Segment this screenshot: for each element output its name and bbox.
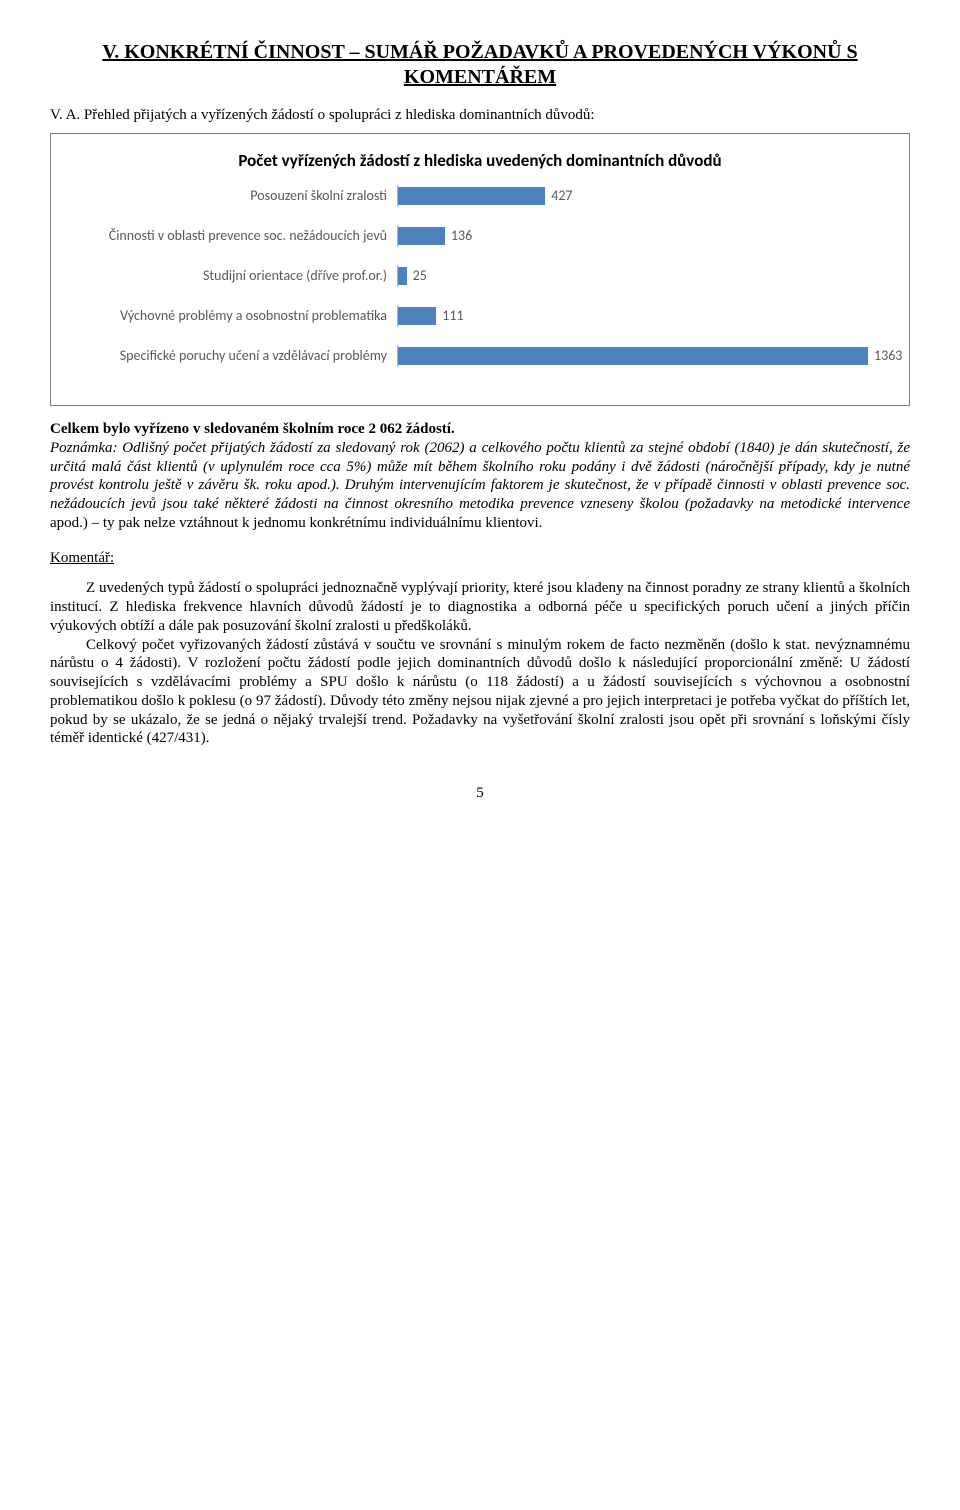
komentar-para-2: Celkový počet vyřizovaných žádostí zůstá… — [50, 636, 910, 749]
page-title: V. KONKRÉTNÍ ČINNOST – SUMÁŘ POŽADAVKŮ A… — [50, 40, 910, 90]
chart-bar-area: 427 — [397, 185, 893, 207]
chart-category-label: Studijní orientace (dříve prof.or.) — [67, 267, 397, 285]
chart-value-label: 25 — [413, 267, 427, 285]
summary-note-italic: Poznámka: Odlišný počet přijatých žádost… — [50, 440, 910, 512]
chart-category-label: Posouzení školní zralosti — [67, 187, 397, 205]
chart-category-label: Činnosti v oblasti prevence soc. nežádou… — [67, 227, 397, 245]
komentar-para-1: Z uvedených typů žádostí o spolupráci je… — [50, 579, 910, 635]
chart-value-label: 1363 — [874, 347, 902, 365]
chart-bar — [398, 187, 545, 205]
chart-bar-area: 136 — [397, 225, 893, 247]
chart-category-label: Výchovné problémy a osobnostní problemat… — [67, 307, 397, 325]
chart-row: Výchovné problémy a osobnostní problemat… — [67, 305, 893, 327]
chart-bar — [398, 267, 407, 285]
chart-bar-area: 1363 — [397, 345, 893, 367]
chart-bar — [398, 227, 445, 245]
chart-container: Počet vyřízených žádostí z hlediska uved… — [50, 133, 910, 406]
chart-rows: Posouzení školní zralosti 427 Činnosti v o… — [67, 185, 893, 367]
chart-row: Činnosti v oblasti prevence soc. nežádou… — [67, 225, 893, 247]
summary-block: Celkem bylo vyřízeno v sledovaném školní… — [50, 420, 910, 533]
chart-value-label: 136 — [451, 227, 472, 245]
page-number: 5 — [50, 784, 910, 803]
section-subtitle: V. A. Přehled přijatých a vyřízených žád… — [50, 106, 910, 125]
summary-bold: Celkem bylo vyřízeno v sledovaném školní… — [50, 421, 455, 437]
chart-bar-area: 25 — [397, 265, 893, 287]
chart-row: Specifické poruchy učení a vzdělávací pr… — [67, 345, 893, 367]
chart-title: Počet vyřízených žádostí z hlediska uved… — [67, 150, 893, 171]
chart-bar-area: 111 — [397, 305, 893, 327]
chart-value-label: 111 — [442, 307, 463, 325]
chart-bar — [398, 307, 436, 325]
chart-row: Posouzení školní zralosti 427 — [67, 185, 893, 207]
chart-value-label: 427 — [551, 187, 572, 205]
komentar-label: Komentář: — [50, 549, 910, 568]
chart-category-label: Specifické poruchy učení a vzdělávací pr… — [67, 347, 397, 365]
chart-row: Studijní orientace (dříve prof.or.) 25 — [67, 265, 893, 287]
summary-note-tail: apod.) – ty pak nelze vztáhnout k jednom… — [50, 515, 542, 531]
chart-bar — [398, 347, 868, 365]
